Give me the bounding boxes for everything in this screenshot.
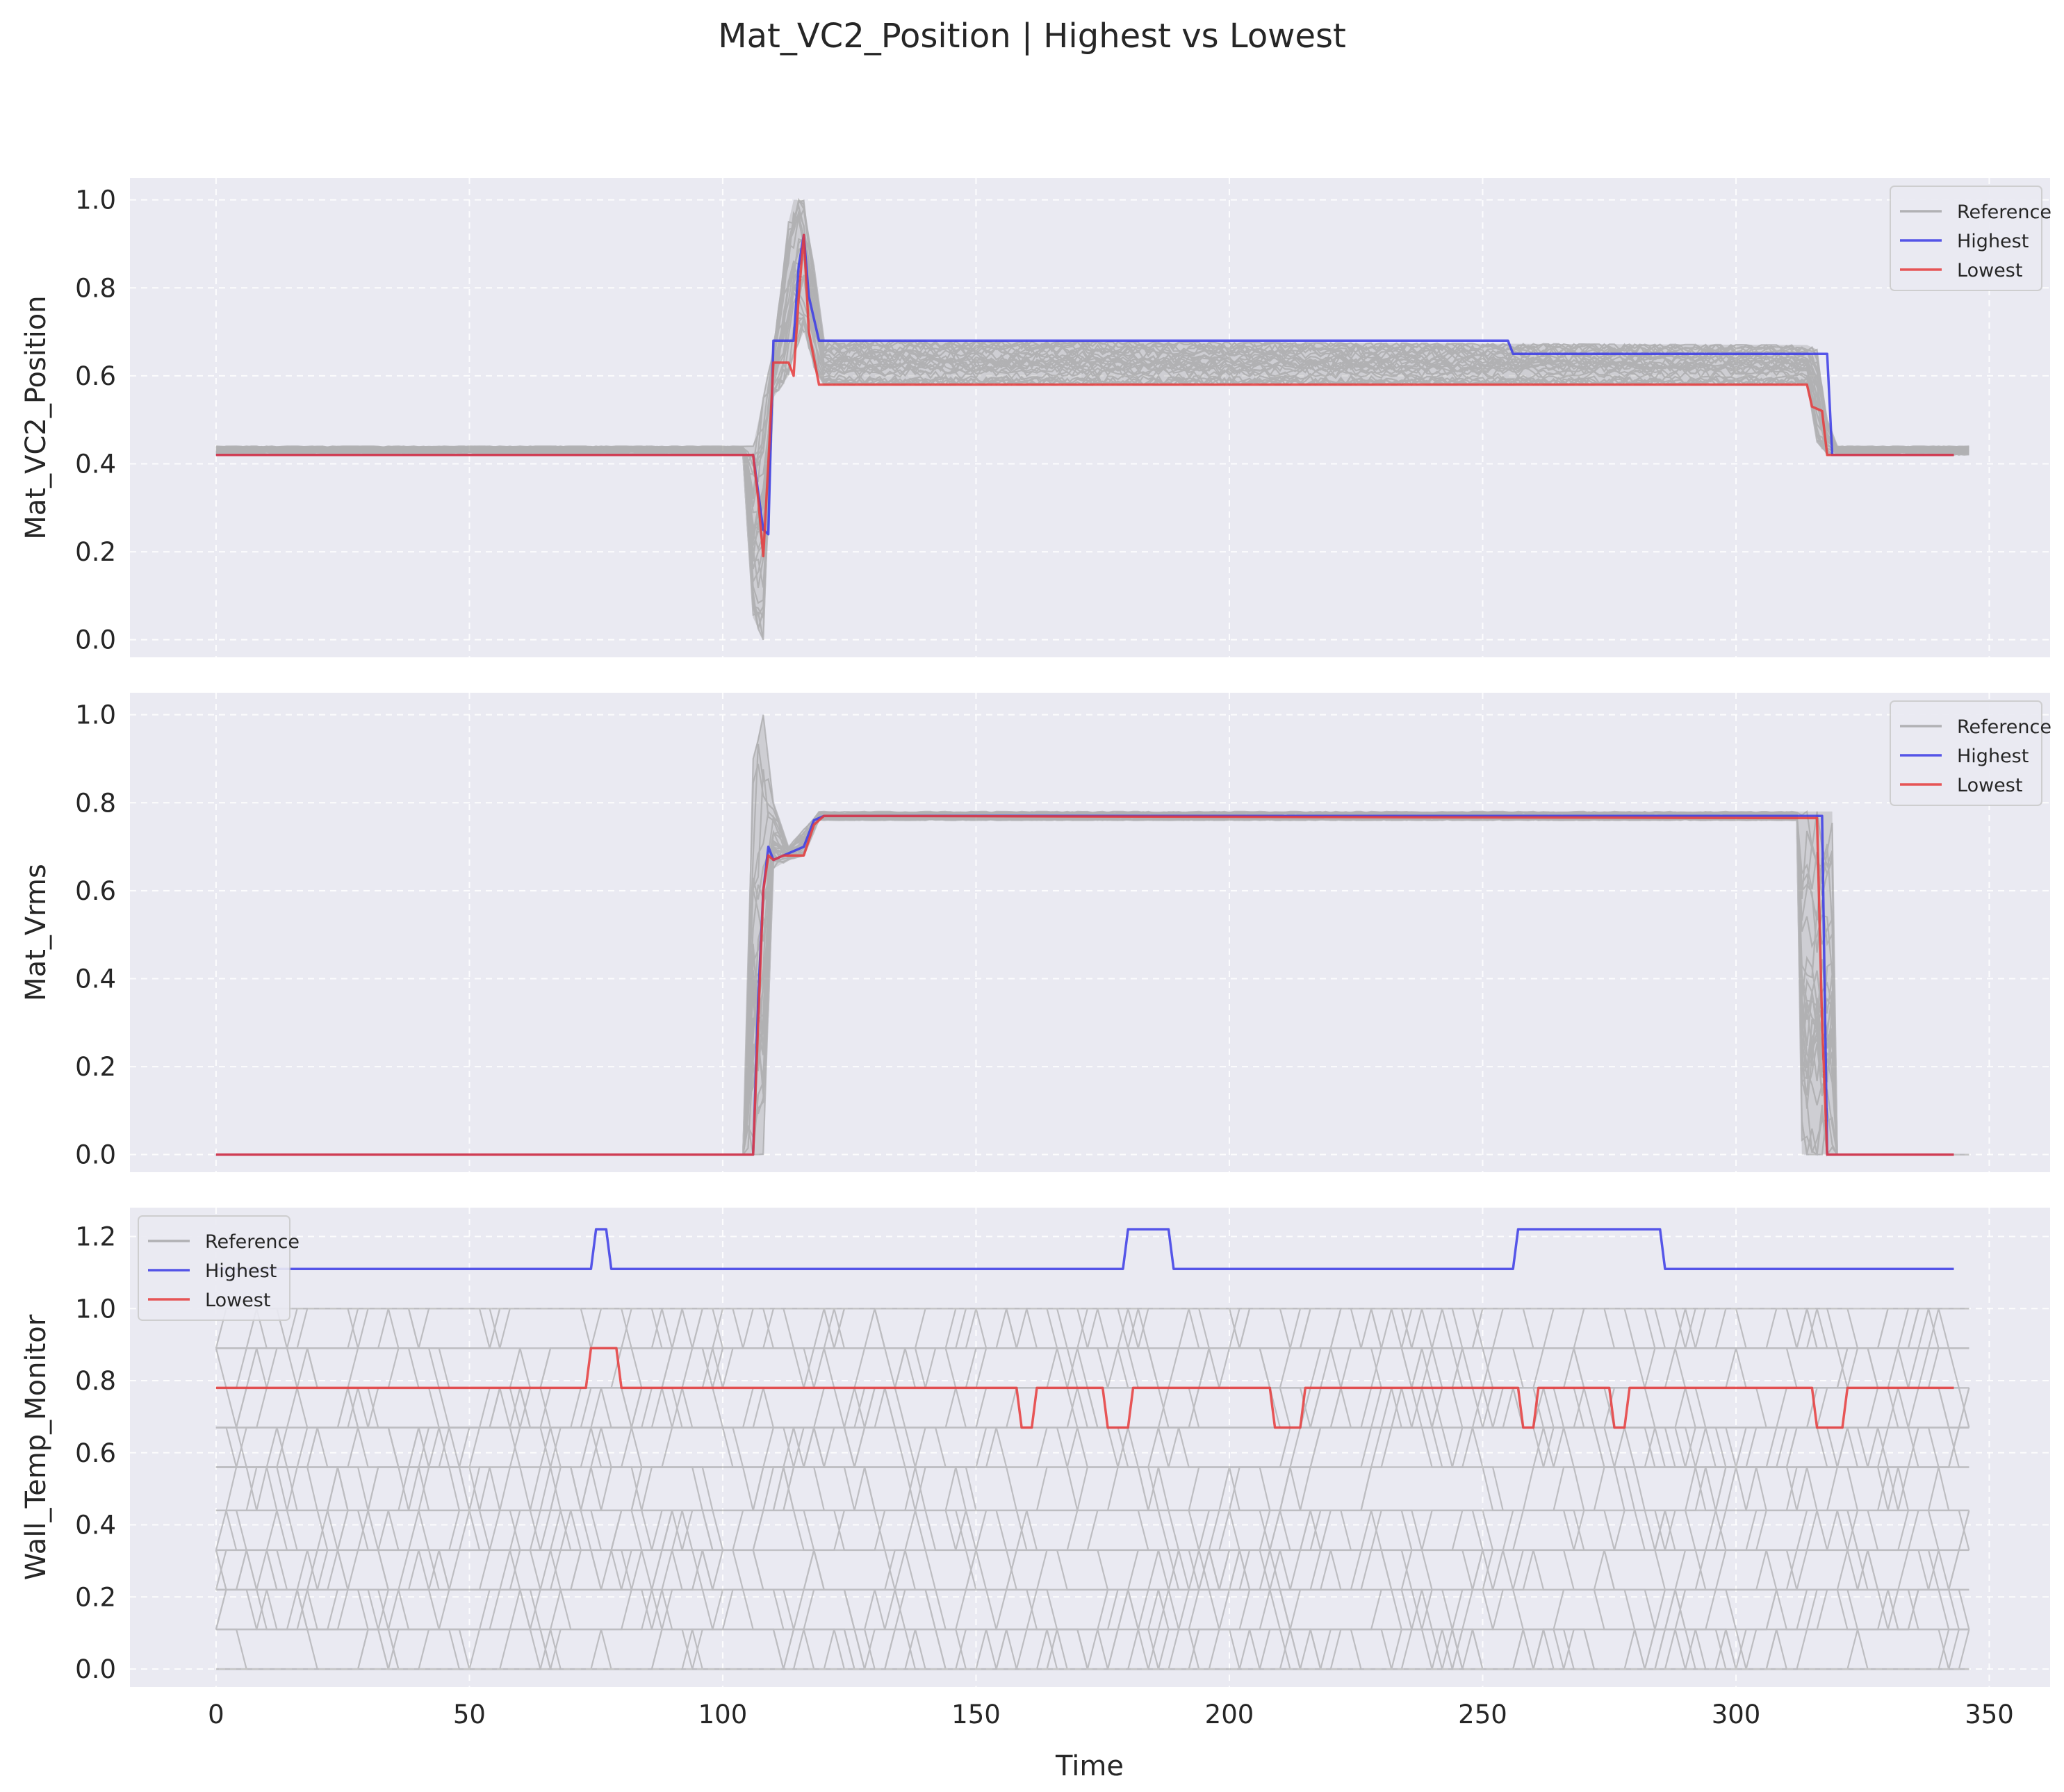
y-tick-label: 1.0	[75, 1294, 116, 1324]
legend-label: Highest	[1957, 746, 2029, 767]
y-tick-label: 0.6	[75, 876, 116, 906]
y-tick-label: 0.8	[75, 273, 116, 303]
y-tick-label: 1.2	[75, 1222, 116, 1252]
plot-background	[130, 693, 2050, 1172]
plot-background	[130, 1208, 2050, 1687]
legend-label: Reference	[205, 1231, 300, 1253]
x-axis-label: Time	[1055, 1750, 1124, 1782]
legend: Reference Highest Lowest	[1890, 700, 2051, 806]
series-lowest	[215, 1347, 1954, 1429]
subplot-2: 0.0 0.2 0.4 0.6 0.8 1.0 Mat_Vrms Reference Highe…	[20, 693, 2051, 1172]
legend-label: Highest	[1957, 231, 2029, 252]
reference-line	[215, 275, 1969, 551]
reference-line	[215, 1308, 1969, 1670]
series-reference	[215, 1308, 1970, 1670]
reference-line	[215, 1427, 1969, 1670]
series-lowest	[215, 233, 1954, 558]
y-axis-label: Mat_VC2_Position	[20, 295, 52, 539]
chart-title: Mat_VC2_Position | Highest vs Lowest	[718, 17, 1346, 56]
legend-label: Reference	[1957, 202, 2051, 223]
reference-line	[215, 204, 1969, 467]
y-tick-label: 0.8	[75, 1366, 116, 1396]
x-tick-label: 150	[951, 1700, 1001, 1729]
y-axis-label: Wall_Temp_Monitor	[20, 1314, 52, 1580]
series-area	[215, 197, 1969, 641]
reference-line	[215, 1308, 1969, 1551]
y-tick-label: 1.0	[75, 700, 116, 730]
x-tick-label: 350	[1965, 1700, 2014, 1729]
y-tick-label: 0.6	[75, 1438, 116, 1468]
reference-line	[215, 1308, 1969, 1551]
y-tick-label: 0.4	[75, 964, 116, 994]
x-tick-label: 50	[453, 1700, 486, 1729]
subplots: 0.0 0.2 0.4 0.6 0.8 1.0 Mat_VC2_Position Refere…	[20, 178, 2051, 1729]
series-lowest	[215, 814, 1954, 1156]
y-tick-label: 0.0	[75, 1140, 116, 1170]
y-tick-label: 0.2	[75, 537, 116, 567]
reference-line	[215, 290, 1969, 589]
y-tick-label: 0.2	[75, 1052, 116, 1082]
subplot-1: 0.0 0.2 0.4 0.6 0.8 1.0 Mat_VC2_Position Refere…	[20, 178, 2051, 657]
y-tick-label: 0.8	[75, 788, 116, 818]
legend-label: Lowest	[205, 1290, 270, 1311]
y-tick-label: 1.0	[75, 186, 116, 215]
y-tick-label: 0.6	[75, 361, 116, 391]
y-tick-label: 0.4	[75, 1511, 116, 1540]
series-area	[215, 1228, 1970, 1670]
legend: Reference Highest Lowest	[138, 1215, 300, 1321]
legend: Reference Highest Lowest	[1890, 186, 2051, 291]
x-tick-label: 0	[208, 1700, 224, 1729]
series-highest	[215, 1228, 1954, 1270]
x-tick-label: 200	[1205, 1700, 1254, 1729]
y-tick-label: 0.4	[75, 449, 116, 479]
x-tick-label: 100	[698, 1700, 748, 1729]
legend-label: Reference	[1957, 716, 2051, 738]
plot-background	[130, 178, 2050, 657]
y-tick-label: 0.0	[75, 625, 116, 655]
series-area	[215, 714, 1969, 1157]
y-tick-label: 0.2	[75, 1582, 116, 1612]
x-tick-label: 300	[1712, 1700, 1761, 1729]
legend-label: Lowest	[1957, 260, 2022, 281]
legend-label: Lowest	[1957, 775, 2022, 796]
y-axis-label: Mat_Vrms	[20, 864, 52, 1001]
x-tick-label: 250	[1458, 1700, 1507, 1729]
subplot-3: 0 50 100 150 200 250 300 350 0.0 0.2 0.4 0.6 0.8 1.0 1…	[20, 1208, 2050, 1729]
y-tick-label: 0.0	[75, 1654, 116, 1684]
legend-label: Highest	[205, 1260, 277, 1282]
